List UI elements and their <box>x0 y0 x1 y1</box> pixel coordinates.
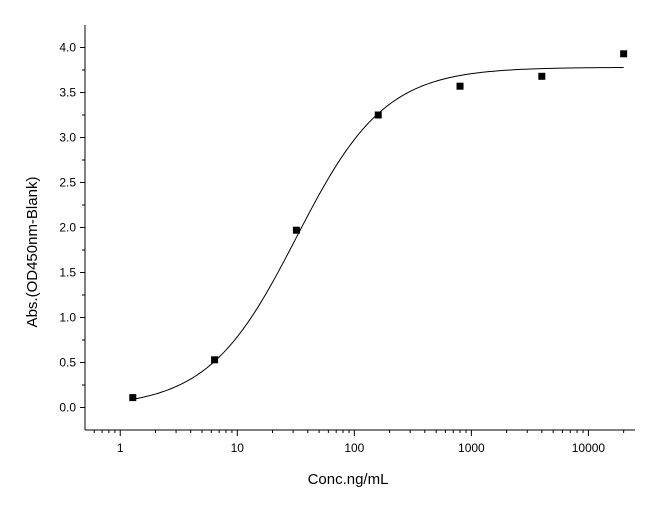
y-tick-label: 1.5 <box>59 266 76 280</box>
data-point <box>620 50 628 58</box>
y-tick-label: 2.5 <box>59 176 76 190</box>
x-ticks: 1 10 100 1000 10000 <box>93 430 625 455</box>
x-tick-label: 1000 <box>458 441 485 455</box>
data-point <box>292 226 300 234</box>
data-points <box>129 50 628 402</box>
y-tick-label: 0.5 <box>59 356 76 370</box>
data-point <box>538 72 546 80</box>
x-axis-title: Conc.ng/mL <box>308 471 389 488</box>
x-tick-label: 1 <box>117 441 124 455</box>
y-tick-label: 1.0 <box>59 311 76 325</box>
data-point <box>129 394 137 402</box>
data-point <box>211 356 219 364</box>
plot-frame <box>84 25 635 431</box>
y-tick-label: 0.0 <box>59 401 76 415</box>
data-point <box>456 82 464 90</box>
x-tick-label: 10 <box>231 441 245 455</box>
x-tick-label: 100 <box>344 441 364 455</box>
x-tick-label: 10000 <box>572 441 606 455</box>
y-tick-label: 2.0 <box>59 221 76 235</box>
y-tick-label: 4.0 <box>59 41 76 55</box>
y-axis-title: Abs.(OD450nm-Blank) <box>24 177 41 328</box>
data-point <box>374 111 382 119</box>
y-tick-label: 3.0 <box>59 131 76 145</box>
y-tick-label: 3.5 <box>59 86 76 100</box>
y-ticks: 0.0 0.5 1.0 1.5 2.0 2.5 3.0 3.5 4.0 <box>59 41 85 415</box>
